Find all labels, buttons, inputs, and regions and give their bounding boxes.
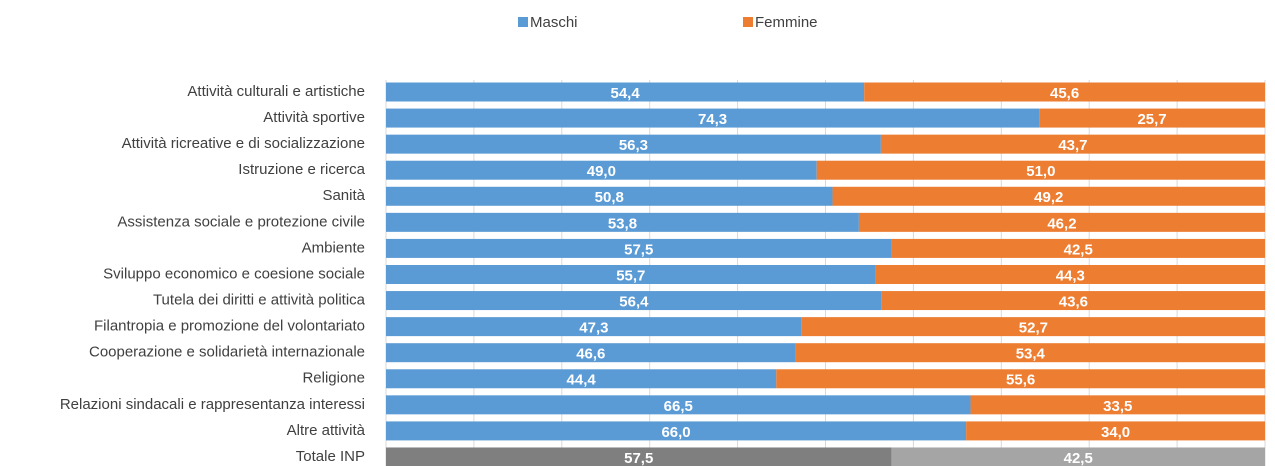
bar-segment [966,421,1265,441]
value-label: 45,6 [1050,85,1079,102]
bar-segment [386,343,796,363]
y-tick-label: Cooperazione e solidarietà internazional… [89,344,365,361]
bar-segment [970,395,1265,415]
y-tick-label: Istruzione e ricerca [238,161,365,178]
bar-segment [386,447,892,466]
bar-segment [386,212,859,232]
value-label: 57,5 [624,241,653,258]
bar-segment [386,186,833,206]
bar-segment [386,317,802,337]
value-label: 55,6 [1006,372,1035,389]
value-label: 56,3 [619,137,648,154]
bar-segment [880,134,1265,154]
value-label: 44,3 [1056,267,1085,284]
bar-segment [858,212,1265,232]
y-tick-label: Tutela dei diritti e attività politica [153,292,366,309]
y-tick-label: Ambiente [302,239,365,256]
value-label: 51,0 [1026,163,1055,180]
y-tick-label: Totale INP [296,448,365,465]
bar-segment [386,82,865,102]
value-label: 33,5 [1103,398,1132,415]
bar-segment [386,264,876,284]
bar-segment [386,160,817,180]
bar-segment [891,238,1265,258]
y-tick-label: Sanità [322,187,365,204]
bar-segment [386,395,971,415]
value-label: 43,6 [1059,294,1088,311]
y-tick-label: Sviluppo economico e coesione sociale [103,265,365,282]
y-tick-label: Relazioni sindacali e rappresentanza int… [60,396,365,413]
bar-segment [386,238,892,258]
value-label: 43,7 [1058,137,1087,154]
value-label: 52,7 [1019,320,1048,337]
bar-segment [801,317,1265,337]
value-label: 46,2 [1047,215,1076,232]
value-label: 42,5 [1064,241,1093,258]
value-label: 54,4 [610,85,640,102]
value-label: 46,6 [576,346,605,363]
y-tick-label: Attività culturali e artistiche [187,83,365,100]
y-tick-label: Filantropia e promozione del volontariat… [94,318,365,335]
value-label: 42,5 [1064,450,1093,466]
legend-swatch [518,17,528,27]
value-label: 49,2 [1034,189,1063,206]
bar-segment [386,421,967,441]
bar-segment [1039,108,1265,128]
value-label: 57,5 [624,450,653,466]
value-label: 34,0 [1101,424,1130,441]
value-label: 66,0 [661,424,690,441]
value-label: 49,0 [587,163,616,180]
y-tick-label: Religione [302,370,365,387]
bar-segment [881,291,1265,311]
bar-segment [386,108,1040,128]
legend-label: Femmine [755,14,818,31]
value-label: 53,4 [1016,346,1046,363]
legend-label: Maschi [530,14,578,31]
y-tick-label: Attività ricreative e di socializzazione [122,135,365,152]
bar-segment [875,264,1265,284]
bar-segment [864,82,1265,102]
value-label: 74,3 [698,111,727,128]
legend-swatch [743,17,753,27]
y-tick-label: Assistenza sociale e protezione civile [117,213,365,230]
value-label: 55,7 [616,267,645,284]
bar-segment [386,369,777,389]
bar-segment [386,291,882,311]
bar-segment [832,186,1265,206]
bar-segment [776,369,1265,389]
bar-segment [891,447,1265,466]
bar-segment [816,160,1265,180]
bar-segment [795,343,1265,363]
value-label: 53,8 [608,215,637,232]
bar-segment [386,134,881,154]
value-label: 50,8 [595,189,624,206]
value-label: 56,4 [619,294,649,311]
value-label: 44,4 [567,372,597,389]
value-label: 66,5 [664,398,693,415]
y-tick-label: Attività sportive [263,109,365,126]
value-label: 47,3 [579,320,608,337]
y-tick-label: Altre attività [287,422,366,439]
value-label: 25,7 [1137,111,1166,128]
